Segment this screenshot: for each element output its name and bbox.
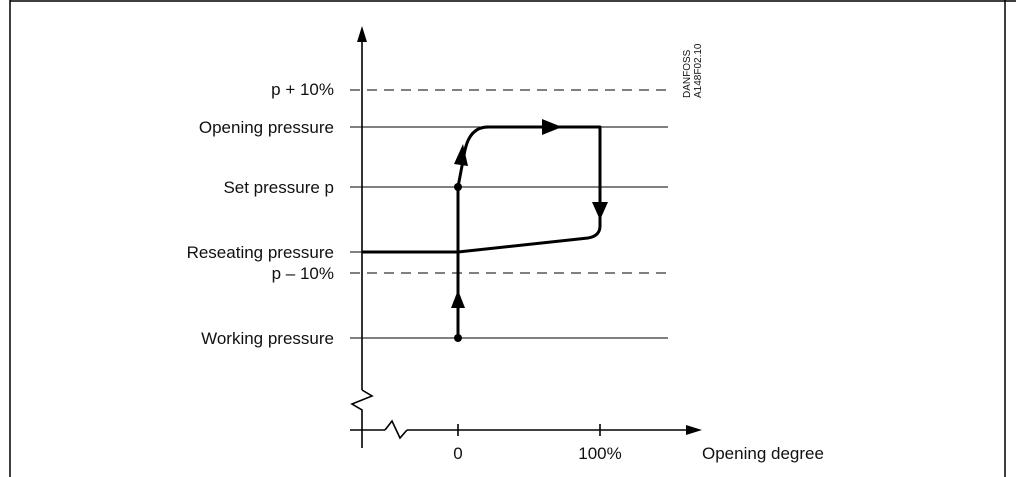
label-p-plus-10: p + 10%: [271, 80, 334, 99]
opening-curve: [456, 125, 602, 338]
arrow-up-lower: [451, 290, 465, 308]
label-opening-pressure: Opening pressure: [199, 118, 334, 137]
arrow-right-top: [542, 119, 562, 135]
label-working-pressure: Working pressure: [201, 329, 334, 348]
x-tick-label-0: 0: [453, 444, 462, 463]
arrow-down-right: [592, 202, 608, 220]
arrow-up-upper: [454, 144, 468, 166]
x-axis-label: Opening degree: [702, 444, 824, 463]
y-axis-arrowhead: [357, 26, 367, 42]
x-axis-break: [384, 419, 408, 440]
x-axis-arrowhead: [686, 425, 702, 435]
label-p-minus-10: p – 10%: [272, 264, 334, 283]
label-reseating-pressure: Reseating pressure: [187, 243, 334, 262]
stamp-line-1: DANFOSS: [682, 49, 693, 98]
dot-set-point: [454, 183, 462, 191]
dot-working-point: [454, 334, 462, 342]
x-tick-label-100: 100%: [578, 444, 621, 463]
y-axis-break: [350, 389, 374, 448]
danfoss-stamp: DANFOSS A148F02.10: [682, 43, 704, 98]
label-set-pressure: Set pressure p: [223, 178, 334, 197]
stamp-line-2: A148F02.10: [693, 43, 704, 98]
